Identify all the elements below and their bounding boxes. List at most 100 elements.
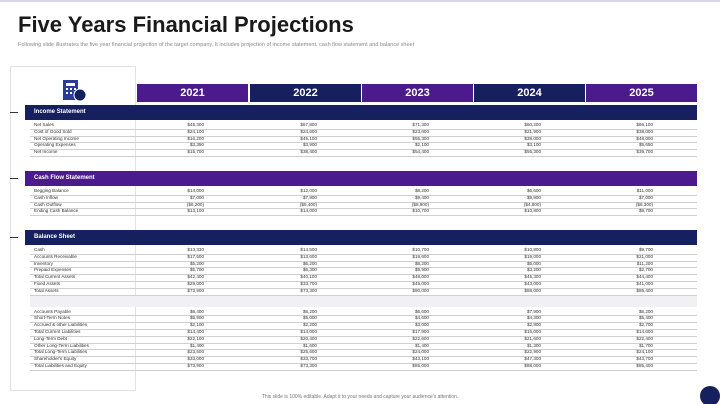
row-value: $8,200 (414, 188, 429, 193)
row-value: $7,000 (189, 194, 204, 200)
row-value: $9,900 (526, 194, 541, 200)
row-value: $22,900 (524, 349, 541, 355)
row-value: $39,700 (636, 149, 653, 155)
row-value: $23,500 (187, 349, 204, 355)
row-divider (30, 369, 697, 371)
row-value: $13,330 (187, 247, 204, 252)
row-value: $48,000 (412, 274, 429, 280)
row-value: $24,000 (412, 349, 429, 355)
row-divider (30, 315, 697, 317)
row-label: Total Liabilities and Equity (34, 363, 87, 368)
row-value: $45,000 (412, 281, 429, 286)
row-label: Long-Term Debt (34, 335, 67, 341)
row-divider (30, 215, 697, 217)
row-divider (30, 281, 697, 282)
row-divider (30, 267, 697, 269)
row-value: $43,000 (524, 281, 541, 286)
corner-dot (700, 386, 720, 404)
row-divider (30, 322, 697, 324)
row-value: $73,300 (300, 363, 317, 368)
row-value: $3,900 (302, 142, 317, 148)
row-label: Shareholder's Equity (34, 356, 77, 362)
row-divider (30, 294, 697, 296)
row-value: $6,200 (638, 308, 653, 314)
row-value: $45,100 (300, 135, 317, 141)
row-value: $14,000 (300, 329, 317, 334)
row-label: Ending Cash Balance (34, 208, 79, 214)
slide-title: Five Years Financial Projections (18, 12, 354, 37)
row-value: $6,600 (526, 188, 541, 193)
top-rule (0, 0, 720, 2)
year-header: 2024 (474, 84, 585, 102)
row-value: $44,400 (636, 274, 653, 280)
row-value: $17,600 (187, 253, 204, 259)
row-value: $5,200 (189, 260, 204, 266)
row-value: $45,300 (524, 274, 541, 280)
section-header: Balance Sheet (25, 230, 697, 245)
row-value: $24,100 (636, 349, 653, 355)
row-value: $15,700 (187, 149, 204, 155)
row-value: $12,000 (300, 188, 317, 193)
row-value: $2,800 (526, 322, 541, 328)
row-value: $33,000 (187, 356, 204, 362)
row-value: $67,800 (300, 122, 317, 127)
row-label: Total Long-Term Liabilities (34, 349, 88, 355)
row-value: $11,000 (636, 188, 653, 193)
row-label: Total Current Assets (34, 274, 76, 280)
row-label: Fixed Assets (34, 281, 61, 286)
row-value: $9,400 (414, 194, 429, 200)
row-label: Operating Expenses (34, 142, 76, 148)
row-value: $10,700 (412, 208, 429, 214)
row-value: $3,100 (526, 142, 541, 148)
row-value: $40,100 (300, 274, 317, 280)
row-divider (30, 142, 697, 144)
row-value: $9,700 (638, 247, 653, 252)
row-value: $1,400 (189, 342, 204, 348)
row-value: $2,100 (189, 322, 204, 328)
row-value: $22,400 (636, 335, 653, 341)
row-value: $21,900 (524, 128, 541, 134)
row-value: $47,300 (524, 356, 541, 362)
row-value: $38,400 (300, 149, 317, 155)
row-value: $9,700 (638, 208, 653, 214)
section-header: Cash Flow Statement (25, 171, 697, 186)
row-value: $73,900 (187, 363, 204, 368)
row-value: $5,900 (189, 315, 204, 321)
row-divider (30, 135, 697, 137)
row-value: $22,100 (187, 335, 204, 341)
row-value: $16,200 (187, 135, 204, 141)
row-value: $1,700 (638, 342, 653, 348)
label-panel (10, 66, 136, 391)
row-value: $13,600 (300, 253, 317, 259)
row-value: $4,300 (526, 315, 541, 321)
row-value: ($5,400) (299, 201, 317, 207)
row-value: $1,600 (302, 342, 317, 348)
year-header: 2022 (250, 84, 361, 102)
row-divider (30, 156, 697, 157)
row-value: $22,600 (412, 335, 429, 341)
row-value: $85,000 (412, 363, 429, 368)
group-separator (30, 295, 697, 307)
row-value: $24,100 (187, 128, 204, 134)
row-value: $73,300 (300, 287, 317, 293)
row-value: $6,600 (414, 308, 429, 314)
row-value: $3,200 (526, 267, 541, 273)
row-divider (30, 342, 697, 344)
row-value: $55,300 (524, 149, 541, 155)
row-divider (30, 287, 697, 289)
row-value: $6,200 (302, 260, 317, 266)
row-divider (30, 335, 697, 337)
row-value: $71,300 (412, 122, 429, 127)
row-value: $19,000 (524, 253, 541, 259)
row-label: Total Assets (34, 287, 59, 293)
row-value: $48,000 (636, 135, 653, 141)
section-header: Income Statement (25, 105, 697, 120)
row-value: $15,000 (524, 329, 541, 334)
row-label: Net Sales (34, 122, 54, 127)
row-value: $2,200 (302, 322, 317, 328)
row-value: $33,700 (300, 356, 317, 362)
row-divider (30, 208, 697, 210)
row-value: $3,000 (414, 322, 429, 328)
row-label: Begging Balance (34, 188, 69, 193)
